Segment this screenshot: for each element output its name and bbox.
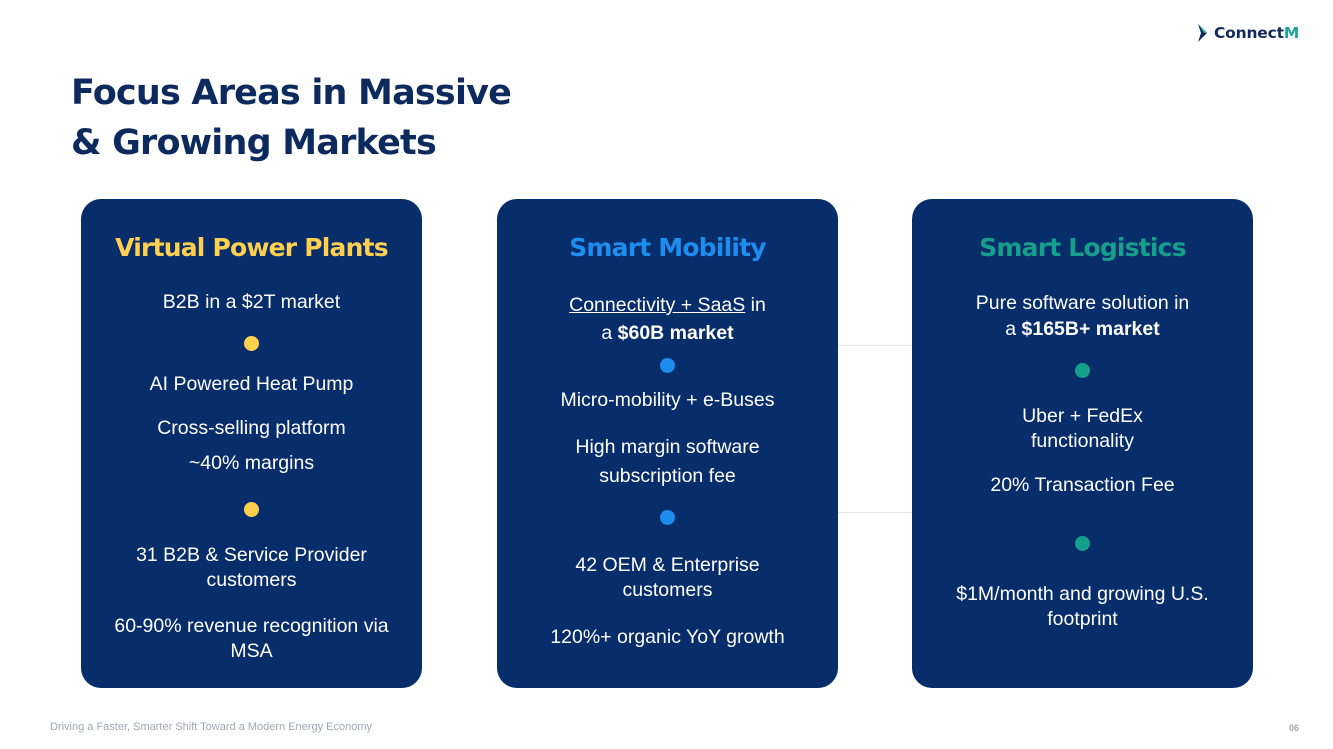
connectivity-saas-link[interactable]: Connectivity + SaaS [569,294,746,316]
list-item: AI Powered Heat Pump [149,373,354,395]
page-number: 06 [1289,723,1300,733]
bullet-dot [660,358,675,373]
bullet-dot [244,336,259,351]
bullet-dot [244,502,259,517]
market-size: B2B in a $2T market [162,291,341,313]
card-title: Smart Mobility [569,233,766,262]
page-title-line-1: Focus Areas in Massive [71,73,512,113]
list-item: High margin software subscription fee [575,436,760,487]
list-item: 42 OEM & Enterprise customers [575,554,760,601]
connectm-logo: ConnectM [1197,21,1299,45]
list-item: $1M/month and growing U.S. footprint [956,583,1209,630]
list-item: 20% Transaction Fee [990,474,1175,496]
list-item: Cross-selling platform [157,417,346,439]
card-title: Virtual Power Plants [115,233,388,262]
market-size: Pure software solution in a $165B+ marke… [975,292,1190,340]
card-smart-mobility: Smart Mobility Connectivity + SaaS in a … [497,199,838,688]
bullet-dot [660,510,675,525]
card-virtual-power-plants: Virtual Power Plants B2B in a $2T market… [81,199,422,688]
page-title-line-2: & Growing Markets [71,123,437,163]
footer-tagline: Driving a Faster, Smarter Shift Toward a… [50,721,372,733]
list-item: 60-90% revenue recognition via MSA [114,615,389,662]
logo-wordmark: ConnectM [1214,24,1300,42]
connector-line-top [838,345,912,346]
list-item: 31 B2B & Service Provider customers [136,544,367,591]
card-title: Smart Logistics [979,233,1186,262]
bullet-dot [1075,363,1090,378]
list-item: ~40% margins [188,452,315,474]
market-size: Connectivity + SaaS in a $60B market [569,294,766,344]
list-item: Micro-mobility + e-Buses [560,389,775,411]
connector-line-bottom [838,512,912,513]
list-item: Uber + FedEx functionality [1022,405,1143,452]
page-title: Focus Areas in Massive & Growing Markets [71,68,512,168]
list-item: 120%+ organic YoY growth [550,626,785,648]
chevron-right-icon [1198,24,1207,42]
bullet-dot [1075,536,1090,551]
card-smart-logistics: Smart Logistics Pure software solution i… [912,199,1253,688]
